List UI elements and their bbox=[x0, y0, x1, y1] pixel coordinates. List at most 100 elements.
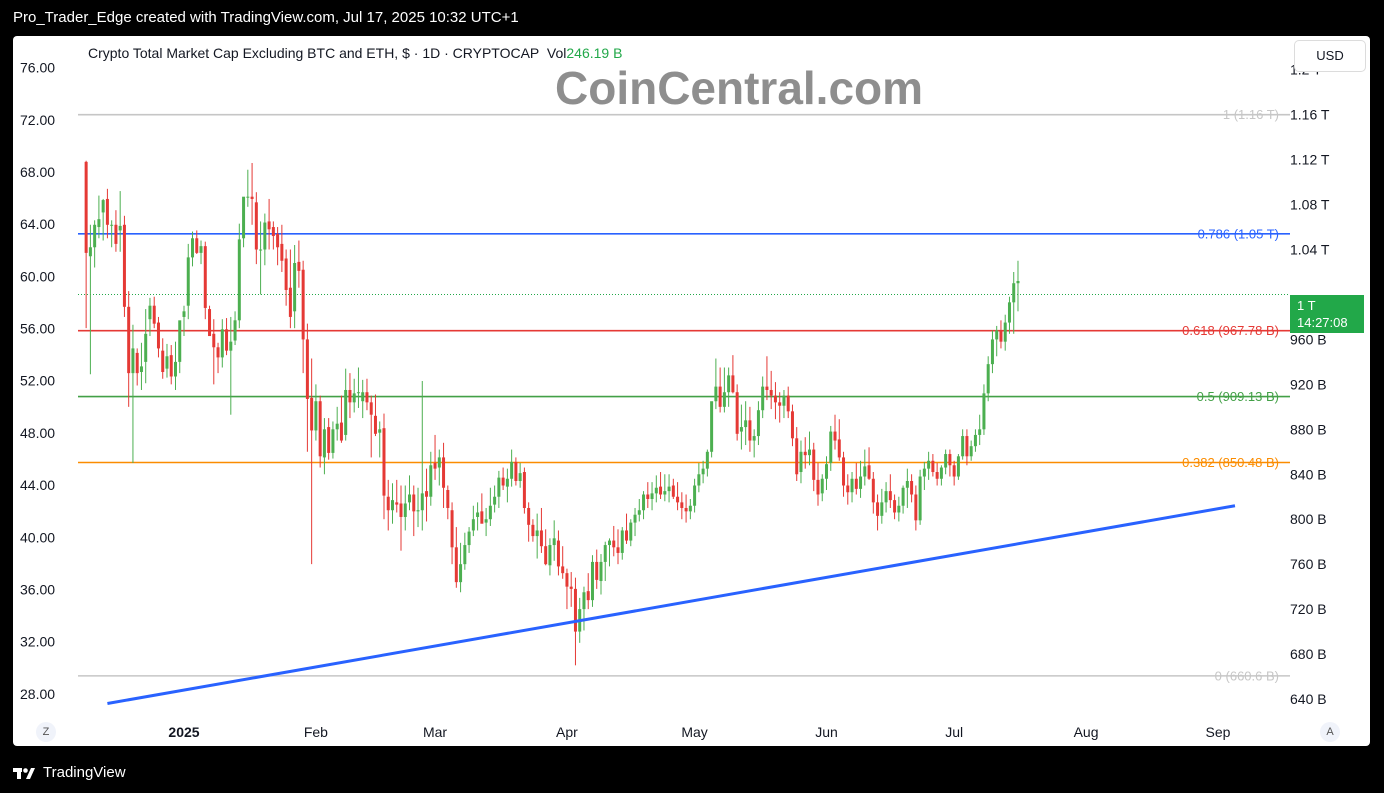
candle-body bbox=[756, 410, 760, 437]
candle-body bbox=[484, 519, 488, 523]
time-axis-tick: 2025 bbox=[168, 724, 199, 740]
time-axis-tick: May bbox=[681, 724, 707, 740]
candle-body bbox=[305, 339, 309, 399]
candle-body bbox=[471, 519, 475, 531]
candle-body bbox=[467, 531, 471, 546]
chart-canvas[interactable]: 1 (1.16 T) 0.786 (1.05 T) 0.618 (967.78 B)… bbox=[13, 36, 1370, 746]
left-axis-tick: 76.00 bbox=[20, 60, 55, 76]
fib-label-0.618: 0.618 (967.78 B) bbox=[1182, 323, 1279, 338]
ascending-trendline[interactable] bbox=[107, 504, 1236, 705]
candle-body bbox=[88, 247, 92, 257]
candle-body bbox=[1007, 302, 1011, 323]
candle-body bbox=[663, 491, 667, 495]
legend-vol-value: 246.19 B bbox=[566, 45, 623, 61]
time-axis-tick: Aug bbox=[1074, 724, 1099, 740]
candle-body bbox=[850, 478, 854, 493]
candle-body bbox=[356, 392, 360, 394]
candle-body bbox=[825, 464, 829, 479]
candle-body bbox=[914, 494, 918, 521]
candle-body bbox=[782, 395, 786, 406]
candle-body bbox=[199, 246, 203, 253]
candle-body bbox=[973, 434, 977, 447]
zoom-reset-button[interactable]: Z bbox=[36, 722, 56, 742]
candle-body bbox=[114, 224, 118, 244]
candle-body bbox=[429, 465, 433, 497]
candle-body bbox=[442, 457, 446, 488]
fib-label-0.786: 0.786 (1.05 T) bbox=[1198, 226, 1279, 241]
candle-body bbox=[744, 420, 748, 428]
legend[interactable]: Crypto Total Market Cap Excluding BTC an… bbox=[88, 45, 622, 61]
fib-label-0.5: 0.5 (909.13 B) bbox=[1197, 389, 1279, 404]
candle-body bbox=[748, 420, 752, 441]
currency-button[interactable]: USD bbox=[1294, 40, 1366, 72]
candle-body bbox=[493, 496, 497, 505]
candle-body bbox=[752, 436, 756, 441]
candle-body bbox=[931, 460, 935, 473]
candle-body bbox=[731, 375, 735, 393]
candle-body bbox=[893, 500, 897, 513]
candle-body bbox=[271, 227, 275, 237]
candle-body bbox=[378, 429, 382, 433]
candle-body bbox=[837, 439, 841, 458]
time-axis[interactable]: 2025 Feb Mar Apr May Jun Jul Aug Sep bbox=[168, 724, 1230, 740]
candle-body bbox=[565, 573, 569, 587]
right-axis-tick: 1.08 T bbox=[1290, 197, 1330, 213]
candle-body bbox=[259, 249, 263, 251]
candle-body bbox=[876, 502, 880, 516]
candle-body bbox=[276, 233, 280, 248]
right-axis-tick: 960 B bbox=[1290, 331, 1327, 347]
candle-body bbox=[246, 196, 250, 198]
candle-body bbox=[922, 468, 926, 477]
right-axis-tick: 760 B bbox=[1290, 556, 1327, 572]
candle-body bbox=[186, 257, 190, 306]
candle-body bbox=[237, 239, 241, 321]
candle-body bbox=[684, 507, 688, 512]
candle-body bbox=[654, 487, 658, 494]
time-axis-tick: Apr bbox=[556, 724, 578, 740]
candle-body bbox=[961, 436, 965, 457]
legend-vol-label: Vol bbox=[546, 45, 567, 61]
candle-body bbox=[395, 502, 399, 505]
candle-body bbox=[412, 494, 416, 512]
candle-body bbox=[501, 477, 505, 486]
candle-body bbox=[335, 423, 339, 430]
candle-body bbox=[344, 389, 348, 435]
left-axis-tick: 52.00 bbox=[20, 373, 55, 389]
candle-body bbox=[216, 347, 220, 358]
left-axis-tick: 44.00 bbox=[20, 477, 55, 493]
candle-body bbox=[544, 546, 548, 565]
candle-body bbox=[505, 478, 509, 487]
fib-retracement[interactable]: 1 (1.16 T) 0.786 (1.05 T) 0.618 (967.78 B)… bbox=[78, 107, 1290, 683]
candle-body bbox=[195, 238, 199, 253]
candle-body bbox=[408, 494, 412, 503]
auto-scale-button[interactable]: A bbox=[1320, 722, 1340, 742]
candle-body bbox=[373, 415, 377, 434]
candle-body bbox=[561, 566, 565, 574]
tradingview-logo[interactable]: TradingView bbox=[13, 764, 126, 781]
candle-body bbox=[799, 451, 803, 473]
left-axis-tick: 60.00 bbox=[20, 268, 55, 284]
candle-body bbox=[620, 530, 624, 553]
candle-body bbox=[446, 490, 450, 508]
trendline[interactable] bbox=[107, 504, 1236, 705]
candle-body bbox=[705, 451, 709, 469]
candle-body bbox=[339, 422, 343, 441]
candle-body bbox=[182, 311, 186, 317]
candle-body bbox=[267, 221, 271, 230]
candle-body bbox=[727, 375, 731, 393]
candle-body bbox=[169, 355, 173, 377]
candle-body bbox=[761, 386, 765, 411]
candle-body bbox=[531, 524, 535, 537]
candle-body bbox=[122, 224, 126, 307]
candle-body bbox=[242, 196, 246, 239]
candle-body bbox=[318, 401, 322, 457]
candle-body bbox=[497, 477, 501, 497]
candle-body bbox=[612, 540, 616, 548]
candle-body bbox=[420, 493, 424, 511]
chart-frame[interactable]: 1 (1.16 T) 0.786 (1.05 T) 0.618 (967.78 B)… bbox=[13, 36, 1370, 746]
fib-label-1: 1 (1.16 T) bbox=[1223, 107, 1279, 122]
candle-body bbox=[229, 341, 233, 351]
candle-body bbox=[510, 461, 514, 479]
right-axis-tick: 1.04 T bbox=[1290, 242, 1330, 258]
